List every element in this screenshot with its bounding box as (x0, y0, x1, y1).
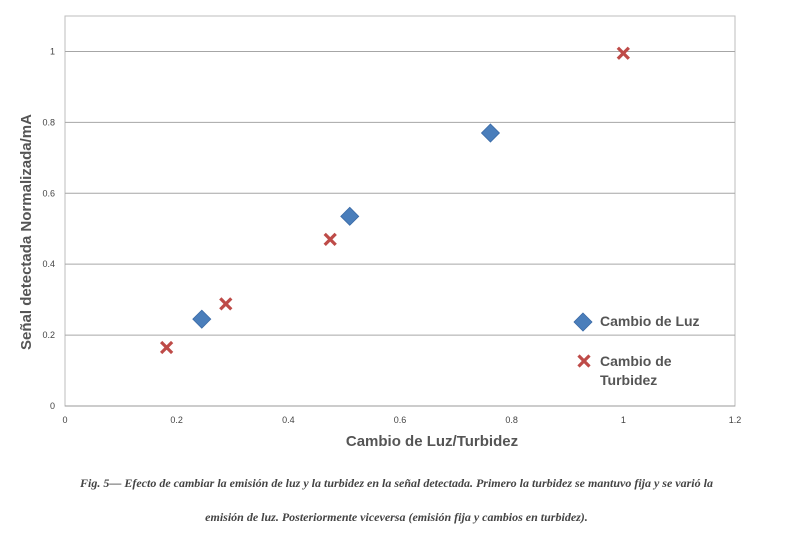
legend-x-shape (577, 354, 591, 368)
x-tick-label: 0.6 (394, 415, 407, 425)
legend-label-line-1: Cambio de (600, 353, 672, 369)
y-tick-label: 0 (50, 401, 55, 411)
legend-label-cambio-de-turbidez: Cambio de Turbidez (600, 353, 675, 388)
legend-label-cambio-de-luz: Cambio de Luz (600, 313, 700, 329)
data-points (159, 46, 630, 355)
x-axis-title: Cambio de Luz/Turbidez (346, 433, 518, 450)
data-point-diamond (340, 206, 360, 226)
x-tick-label: 0.4 (282, 415, 295, 425)
data-point-x (323, 232, 337, 246)
y-tick-label: 0.6 (42, 188, 55, 198)
plot-area (64, 15, 736, 407)
y-axis-ticks: 0 0.2 0.4 0.6 0.8 1 (42, 46, 55, 411)
x-tick-label: 1.2 (729, 415, 742, 425)
x-tick-label: 0 (62, 415, 67, 425)
figure-caption-line-1: Fig. 5— Efecto de cambiar la emisión de … (80, 476, 713, 490)
legend: Cambio de Luz Cambio de Turbidez (573, 312, 700, 388)
x-tick-label: 0.8 (505, 415, 518, 425)
x-tick-label: 1 (621, 415, 626, 425)
y-tick-label: 1 (50, 46, 55, 56)
data-point-x (616, 46, 630, 60)
figure-caption-line-2: emisión de luz. Posteriormente viceversa… (205, 510, 588, 524)
data-point-diamond (480, 123, 501, 143)
scatter-chart: 0 0.2 0.4 0.6 0.8 1 0 0.2 0.4 0.6 0.8 1 1.2 Cambio … (18, 15, 741, 450)
x-axis-ticks: 0 0.2 0.4 0.6 0.8 1 1.2 (62, 415, 741, 425)
data-point-diamond (192, 309, 212, 329)
y-tick-label: 0.2 (42, 330, 55, 340)
data-point-x (159, 340, 174, 355)
legend-label-line-2: Turbidez (600, 372, 657, 388)
data-point-x (219, 297, 233, 311)
legend-marker-x (577, 354, 591, 368)
legend-diamond-shape (573, 312, 593, 332)
y-tick-label: 0.4 (42, 259, 55, 269)
y-tick-label: 0.8 (42, 117, 55, 127)
x-tick-label: 0.2 (170, 415, 183, 425)
y-axis-title: Señal detectada Normalizada/mA (18, 114, 35, 350)
legend-marker-diamond (573, 312, 593, 332)
